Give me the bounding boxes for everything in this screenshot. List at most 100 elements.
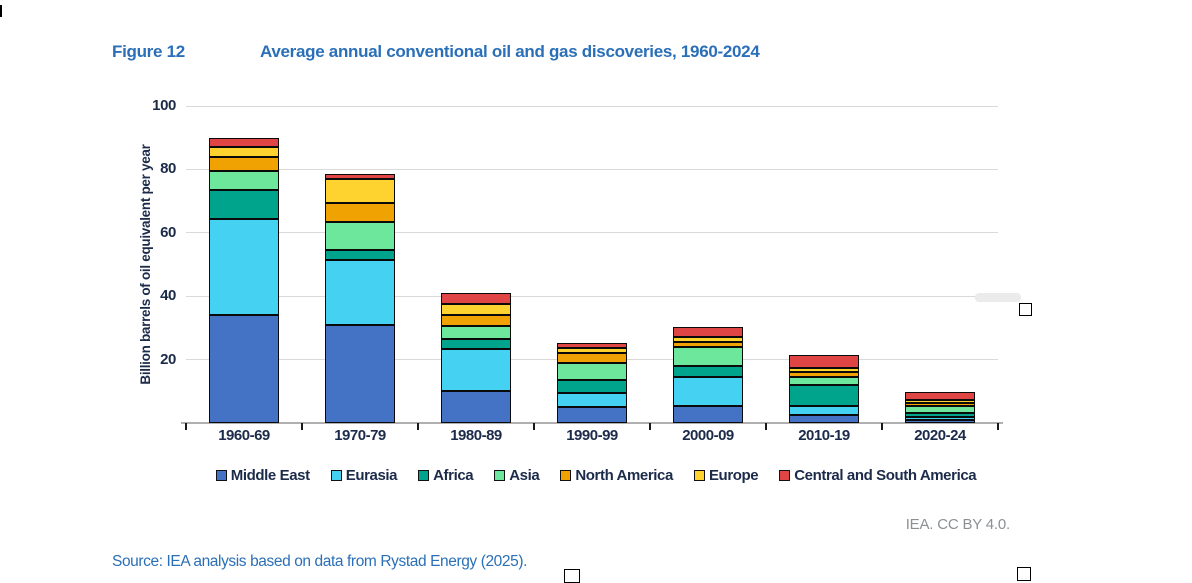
legend-swatch-icon — [330, 470, 342, 481]
legend-item-africa: Africa — [418, 467, 474, 484]
bar-segment-africa — [441, 339, 511, 349]
bar-segment-europe — [325, 178, 395, 203]
bar-segment-middle-east — [905, 419, 975, 423]
legend-swatch-icon — [494, 470, 506, 481]
bar-1970-79 — [325, 173, 395, 423]
bar-2010-19 — [789, 355, 859, 423]
x-axis-tick — [649, 423, 651, 430]
bar-segment-africa — [325, 250, 395, 260]
bar-segment-north-america — [789, 371, 859, 378]
x-axis-tick — [997, 423, 999, 430]
x-axis-tick — [765, 423, 767, 430]
legend-label: Central and South America — [794, 467, 977, 484]
x-tick-label: 1990-99 — [566, 427, 618, 444]
bar-segment-europe — [209, 147, 279, 157]
figure-number: Figure 12 — [112, 42, 185, 61]
y-tick-label: 40 — [160, 287, 176, 305]
bar-segment-africa — [673, 365, 743, 378]
bar-segment-central-and-south-america — [905, 391, 975, 400]
y-tick-label: 100 — [152, 97, 176, 114]
bar-segment-north-america — [557, 353, 627, 363]
bar-segment-africa — [209, 190, 279, 219]
y-tick-label: 80 — [160, 160, 176, 178]
bar-segment-north-america — [209, 156, 279, 171]
horizontal-scrollbar-thumb[interactable] — [975, 293, 1021, 302]
bar-segment-middle-east — [209, 315, 279, 423]
figure-caption: Figure 12 Average annual conventional oi… — [112, 42, 760, 62]
license-attribution: IEA. CC BY 4.0. — [905, 516, 1010, 533]
bar-1980-89 — [441, 293, 511, 423]
legend-label: North America — [575, 467, 673, 484]
gridline — [186, 232, 998, 234]
bar-1960-69 — [209, 137, 279, 423]
legend-label: Africa — [433, 467, 474, 484]
bar-segment-middle-east — [441, 391, 511, 423]
bar-segment-north-america — [905, 402, 975, 407]
y-axis-title: Billion barrels of oil equivalent per ye… — [138, 144, 153, 385]
bar-segment-asia — [789, 377, 859, 385]
bar-segment-central-and-south-america — [673, 326, 743, 338]
bar-segment-middle-east — [325, 324, 395, 423]
legend-item-eurasia: Eurasia — [330, 467, 398, 484]
bar-segment-europe — [905, 399, 975, 403]
legend-item-middle-east: Middle East — [215, 467, 310, 484]
x-axis-tick — [417, 423, 419, 430]
bar-segment-eurasia — [673, 377, 743, 406]
x-tick-label: 1960-69 — [218, 427, 270, 444]
bar-segment-central-and-south-america — [209, 137, 279, 148]
bar-segment-middle-east — [557, 407, 627, 423]
bar-segment-middle-east — [673, 405, 743, 423]
x-axis-line — [181, 422, 1003, 424]
legend-label: Eurasia — [345, 467, 398, 484]
legend-label: Asia — [509, 467, 540, 484]
page-edge-mark — [0, 5, 2, 17]
legend-label: Middle East — [230, 467, 310, 484]
x-tick-label: 1970-79 — [334, 427, 386, 444]
bar-2020-24 — [905, 391, 975, 423]
gridline — [186, 105, 998, 107]
x-axis-tick — [301, 423, 303, 430]
x-tick-label: 2020-24 — [914, 427, 966, 444]
bar-segment-eurasia — [209, 218, 279, 316]
bar-segment-africa — [789, 384, 859, 406]
bar-segment-north-america — [673, 341, 743, 347]
bar-segment-africa — [557, 380, 627, 393]
empty-checkbox[interactable] — [564, 569, 580, 583]
legend-item-europe: Europe — [693, 467, 759, 484]
legend-swatch-icon — [779, 470, 791, 481]
bar-segment-eurasia — [557, 392, 627, 408]
empty-checkbox[interactable] — [1019, 303, 1032, 316]
bar-segment-central-and-south-america — [325, 173, 395, 179]
empty-checkbox[interactable] — [1017, 567, 1031, 581]
bar-segment-asia — [209, 171, 279, 191]
gridline — [186, 168, 998, 170]
source-note: Source: IEA analysis based on data from … — [112, 553, 528, 570]
bar-segment-eurasia — [441, 348, 511, 392]
bar-segment-eurasia — [905, 416, 975, 420]
bar-segment-asia — [557, 362, 627, 381]
bar-segment-asia — [441, 326, 511, 339]
bar-segment-central-and-south-america — [789, 355, 859, 368]
y-tick-label: 60 — [160, 223, 176, 241]
x-axis-tick — [533, 423, 535, 430]
x-tick-label: 2010-19 — [798, 427, 850, 444]
x-axis-tick — [185, 423, 187, 430]
bar-1990-99 — [557, 342, 627, 423]
legend-item-central-and-south-america: Central and South America — [779, 467, 977, 484]
bar-segment-europe — [789, 367, 859, 372]
gridline — [186, 295, 998, 297]
legend-swatch-icon — [215, 470, 227, 481]
legend-item-north-america: North America — [560, 467, 673, 484]
figure-title: Average annual conventional oil and gas … — [260, 42, 760, 61]
bar-segment-asia — [905, 406, 975, 414]
bar-segment-middle-east — [789, 415, 859, 423]
legend-item-asia: Asia — [494, 467, 540, 484]
bar-segment-central-and-south-america — [557, 342, 627, 348]
chart-legend: Middle East Eurasia Africa Asia North Americ… — [120, 467, 1072, 484]
bar-segment-eurasia — [325, 259, 395, 325]
bar-segment-asia — [673, 346, 743, 366]
x-axis-tick — [881, 423, 883, 430]
x-tick-label: 1980-89 — [450, 427, 502, 444]
y-tick-label: 20 — [160, 350, 176, 368]
